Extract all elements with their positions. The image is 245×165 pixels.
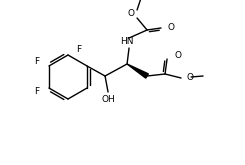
Text: OH: OH xyxy=(101,95,115,103)
Polygon shape xyxy=(127,64,148,78)
Text: O: O xyxy=(186,72,193,82)
Text: F: F xyxy=(34,57,39,66)
Text: O: O xyxy=(167,22,174,32)
Text: F: F xyxy=(34,86,39,96)
Text: O: O xyxy=(174,51,181,61)
Text: O: O xyxy=(128,9,135,17)
Text: HN: HN xyxy=(120,37,134,47)
Text: F: F xyxy=(76,46,81,54)
